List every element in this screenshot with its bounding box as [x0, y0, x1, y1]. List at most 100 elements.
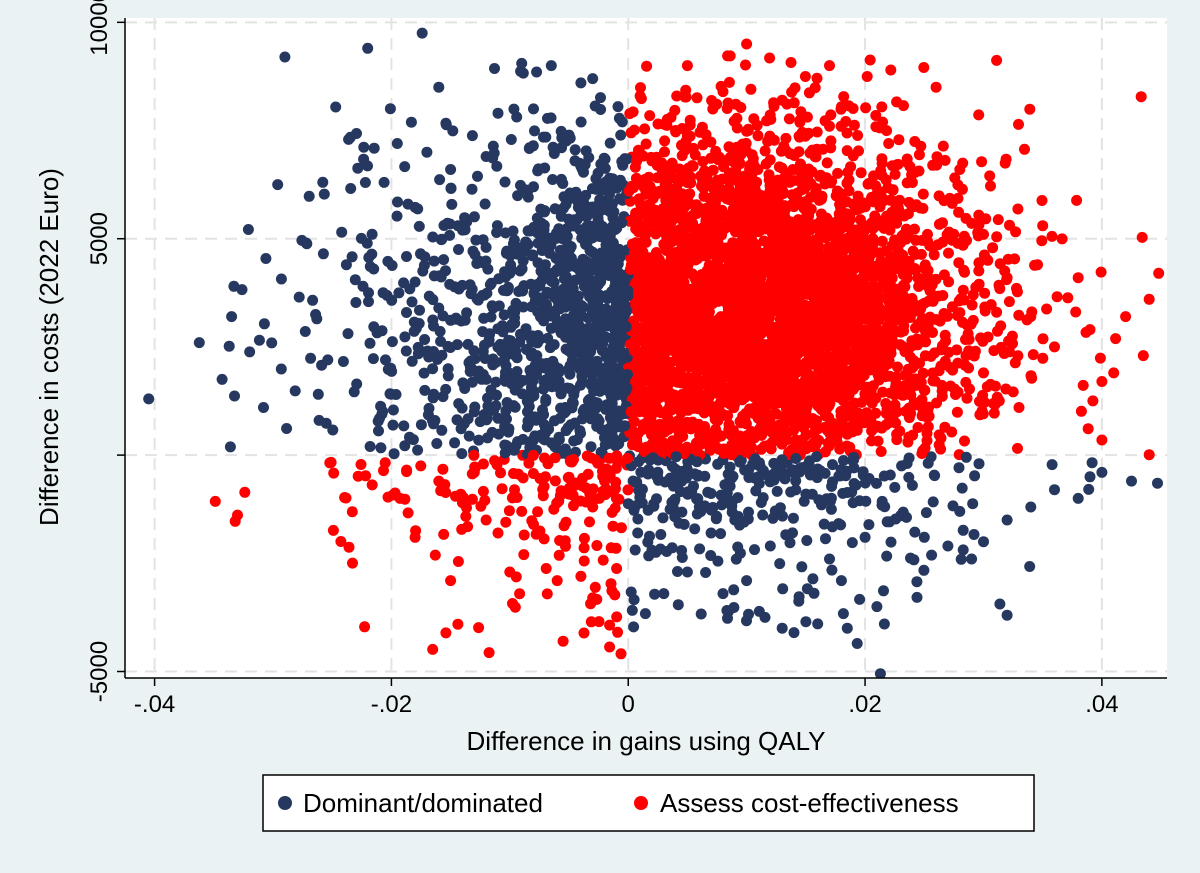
cloud-point — [762, 135, 774, 147]
cloud-point — [628, 124, 640, 136]
cloud-point — [821, 157, 833, 169]
cloud-point — [835, 519, 847, 531]
cloud-point — [880, 371, 891, 383]
cloud-point — [335, 536, 347, 547]
cloud-point — [973, 265, 985, 277]
cloud-point — [726, 449, 738, 461]
cloud-point — [275, 273, 287, 285]
cloud-point — [784, 216, 796, 228]
cloud-point — [967, 498, 979, 510]
cloud-point — [891, 217, 903, 229]
cloud-point — [722, 304, 734, 316]
cloud-point — [398, 420, 410, 432]
cloud-point — [193, 337, 205, 349]
cloud-point — [774, 558, 786, 570]
cloud-point — [690, 243, 702, 255]
cloud-point — [307, 294, 319, 306]
cloud-point — [641, 60, 653, 72]
cloud-point — [607, 520, 619, 532]
cloud-point — [777, 433, 789, 444]
cloud-point — [313, 414, 325, 426]
cloud-point — [745, 441, 757, 453]
cloud-point — [492, 412, 504, 424]
cloud-point — [763, 169, 775, 181]
cloud-point — [619, 275, 631, 286]
cloud-point — [876, 157, 888, 169]
cloud-point — [739, 413, 751, 425]
cloud-point — [423, 351, 435, 363]
cloud-point — [848, 478, 860, 489]
cloud-point — [710, 291, 722, 303]
cloud-point — [570, 318, 582, 329]
cloud-point — [803, 319, 815, 331]
cloud-point — [463, 430, 475, 442]
cloud-point — [641, 441, 653, 453]
cloud-point — [841, 428, 853, 440]
cloud-point — [1071, 194, 1083, 206]
cloud-point — [952, 192, 964, 204]
cloud-point — [918, 234, 930, 246]
cloud-point — [880, 419, 892, 431]
cloud-point — [438, 528, 450, 540]
cloud-point — [507, 598, 518, 609]
cloud-point — [977, 335, 989, 347]
cloud-point — [841, 145, 853, 157]
cloud-point — [622, 369, 633, 380]
cloud-point — [644, 530, 655, 542]
cloud-point — [661, 546, 673, 557]
cloud-point — [229, 390, 240, 402]
cloud-point — [748, 159, 760, 171]
cloud-point — [596, 345, 608, 357]
cloud-point — [790, 392, 802, 404]
cloud-point — [730, 362, 741, 374]
cloud-point — [628, 361, 640, 373]
cloud-point — [993, 395, 1005, 407]
cloud-point — [713, 211, 725, 222]
cloud-point — [973, 458, 985, 470]
cloud-point — [355, 232, 367, 244]
cloud-point — [635, 199, 647, 211]
cloud-point — [731, 122, 743, 134]
cloud-point — [559, 407, 570, 419]
cloud-point — [866, 191, 878, 203]
cloud-point — [508, 234, 520, 246]
cloud-point — [643, 421, 654, 433]
cloud-point — [419, 251, 431, 263]
cloud-point — [440, 383, 452, 395]
cloud-point — [955, 293, 967, 305]
cloud-point — [555, 210, 567, 222]
cloud-point — [711, 510, 723, 522]
cloud-point — [947, 364, 959, 376]
cloud-point — [633, 145, 645, 157]
cloud-point — [560, 248, 572, 259]
cloud-point — [906, 293, 918, 304]
cloud-point — [673, 517, 685, 529]
cloud-point — [808, 469, 819, 480]
cloud-point — [955, 553, 967, 565]
cloud-point — [505, 134, 517, 145]
cloud-point — [681, 314, 693, 326]
cloud-point — [387, 419, 399, 431]
cloud-point — [384, 103, 396, 115]
cloud-point — [677, 270, 689, 282]
cloud-point — [260, 253, 272, 264]
cloud-point — [603, 423, 615, 434]
cloud-point — [832, 167, 844, 179]
cloud-point — [723, 419, 735, 430]
cloud-point — [328, 467, 340, 479]
cloud-point — [642, 504, 654, 516]
cloud-point — [715, 528, 727, 540]
cloud-point — [578, 254, 589, 266]
cloud-point — [994, 598, 1006, 610]
cloud-point — [528, 287, 540, 299]
cloud-point — [715, 244, 727, 256]
cloud-point — [642, 468, 654, 480]
cloud-point — [590, 173, 602, 185]
cloud-point — [876, 342, 888, 354]
cloud-point — [593, 616, 605, 628]
cloud-point — [866, 435, 877, 447]
cloud-point — [593, 492, 605, 504]
cloud-point — [794, 114, 806, 126]
cloud-point — [835, 464, 847, 476]
cloud-point — [384, 388, 396, 400]
